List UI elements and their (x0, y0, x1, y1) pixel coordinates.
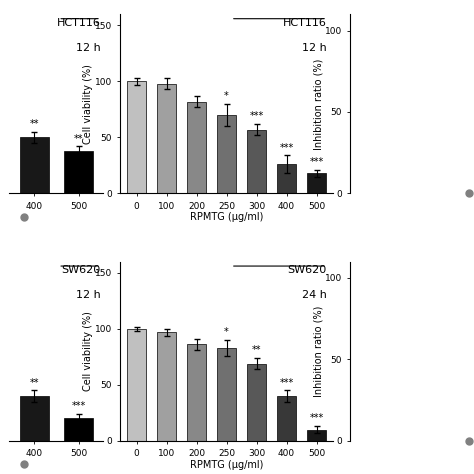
Bar (127, 82, 146, 193)
Text: ***: *** (310, 413, 324, 423)
Bar (19, 396, 48, 441)
X-axis label: RPMTG (μg/ml): RPMTG (μg/ml) (190, 459, 263, 470)
Bar (157, 84, 176, 193)
Y-axis label: Inhibition ratio (%): Inhibition ratio (%) (313, 306, 323, 397)
X-axis label: RPMTG (μg/ml): RPMTG (μg/ml) (190, 212, 263, 222)
Text: ***: *** (72, 401, 86, 411)
Text: *: * (224, 91, 229, 101)
Text: SW620: SW620 (287, 265, 327, 275)
Text: ***: *** (249, 111, 264, 121)
Text: **: ** (252, 345, 261, 355)
Text: *: * (224, 327, 229, 337)
Bar (217, 115, 237, 193)
Bar (64, 419, 93, 441)
Text: SW620: SW620 (61, 265, 100, 275)
Text: 24 h: 24 h (302, 290, 327, 300)
Text: 12 h: 12 h (75, 290, 100, 300)
Bar (217, 348, 237, 441)
Bar (64, 151, 93, 193)
Bar (277, 396, 296, 441)
Text: **: ** (74, 134, 83, 144)
Bar (277, 164, 296, 193)
Bar (247, 364, 266, 441)
Bar (157, 332, 176, 441)
Bar (307, 173, 326, 193)
Text: ***: *** (280, 143, 294, 153)
Bar (187, 101, 206, 193)
Y-axis label: Inhibition ratio (%): Inhibition ratio (%) (313, 58, 323, 149)
Text: **: ** (29, 378, 39, 388)
Text: HCT116: HCT116 (283, 18, 327, 28)
Bar (247, 129, 266, 193)
Bar (127, 329, 146, 441)
Text: ***: *** (280, 378, 294, 388)
Text: **: ** (29, 119, 39, 129)
Text: 12 h: 12 h (75, 43, 100, 53)
Text: HCT116: HCT116 (56, 18, 100, 28)
Text: 12 h: 12 h (302, 43, 327, 53)
Bar (187, 345, 206, 441)
Y-axis label: Cell viability (%): Cell viability (%) (83, 64, 93, 144)
Text: ***: *** (310, 157, 324, 167)
Bar (19, 137, 48, 193)
Bar (307, 429, 326, 441)
Y-axis label: Cell viability (%): Cell viability (%) (83, 311, 93, 391)
